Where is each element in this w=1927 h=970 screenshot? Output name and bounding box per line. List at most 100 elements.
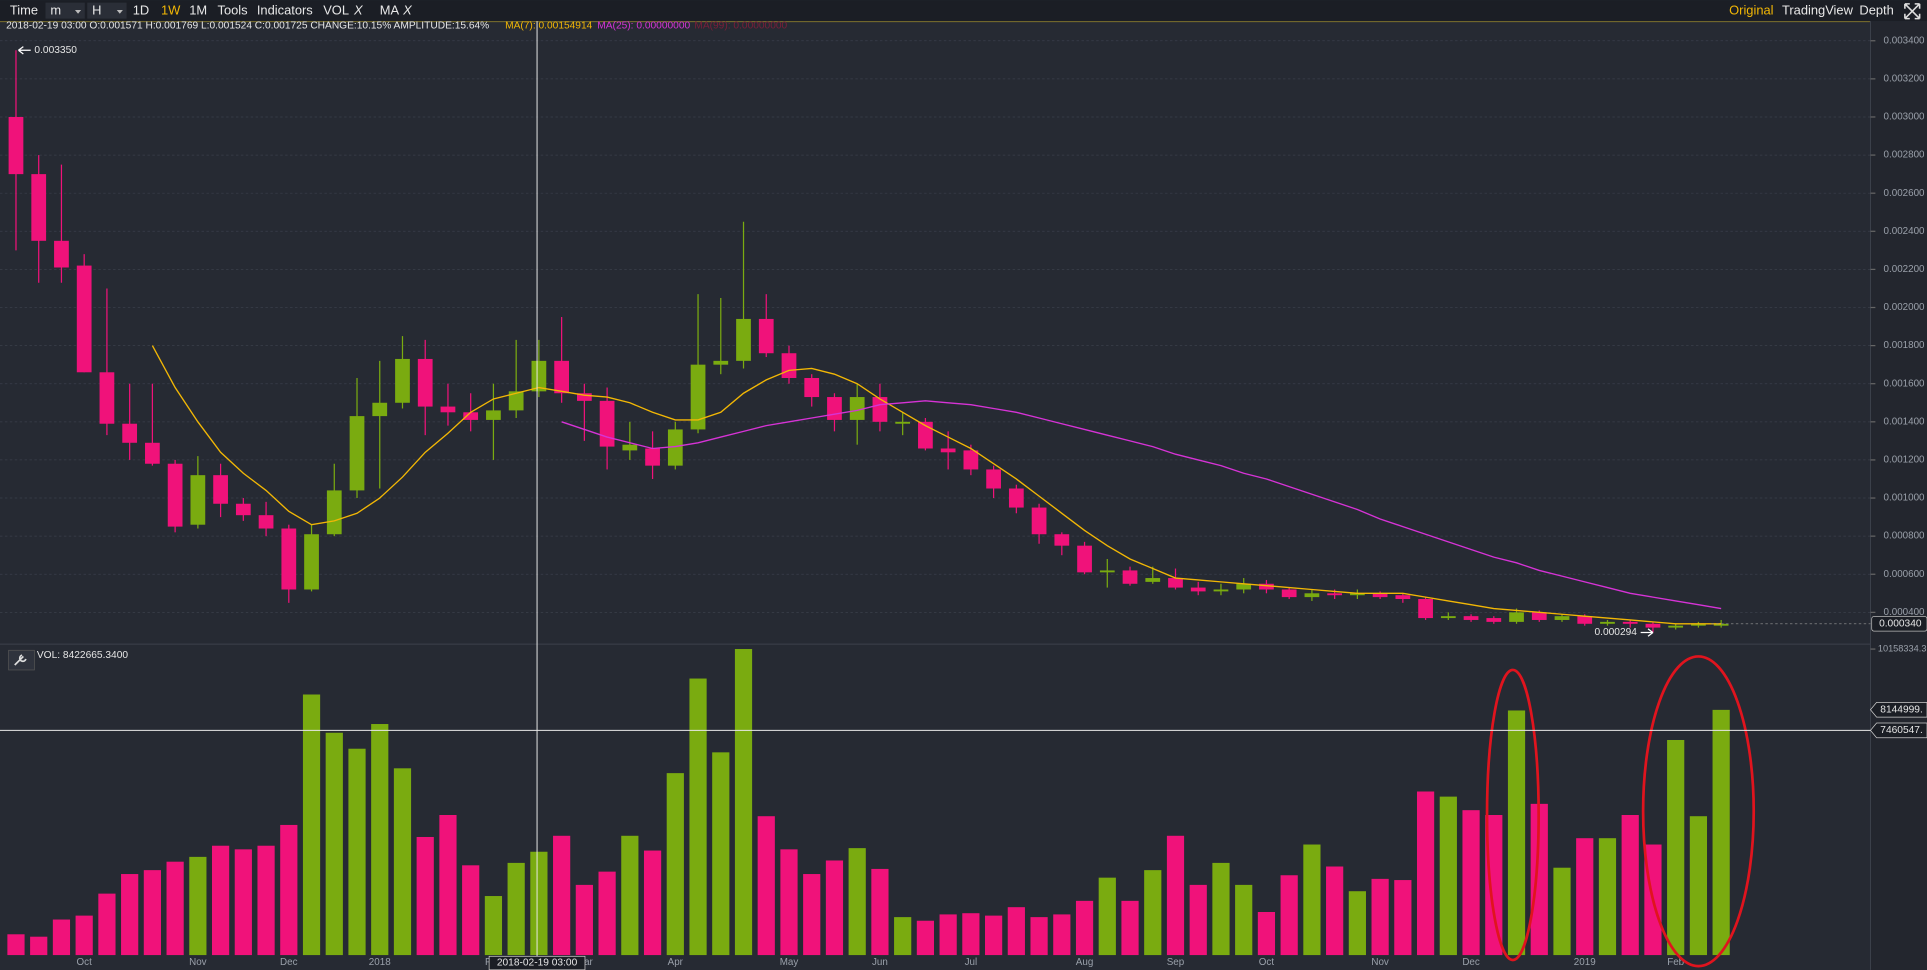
fullscreen-button[interactable] bbox=[1904, 3, 1921, 20]
tools-button[interactable]: Tools bbox=[218, 3, 248, 18]
volume-bar bbox=[1462, 810, 1480, 956]
volume-bar bbox=[52, 919, 71, 956]
depth-tab[interactable]: Depth bbox=[1859, 3, 1893, 18]
interval-button[interactable]: 1M bbox=[189, 3, 207, 18]
ohlc-info: 2018-02-19 03:00 O:0.001571 H:0.001769 L… bbox=[6, 21, 489, 32]
price-panel: 0.000400 0.000600 0.000800 0.001000 0.001200… bbox=[0, 35, 1925, 968]
volume-bar bbox=[1326, 866, 1344, 956]
candle-body bbox=[1327, 593, 1343, 596]
candle-body bbox=[1350, 593, 1365, 596]
x-tick-label: Jul bbox=[965, 957, 978, 968]
hour-select[interactable] bbox=[87, 2, 127, 19]
volume-badge-label: 8144999. bbox=[1880, 704, 1923, 715]
candle-body bbox=[417, 358, 433, 407]
volume-bar bbox=[98, 893, 116, 956]
volume-bar bbox=[553, 835, 571, 956]
ma7-info: MA(7): 0.00154914 bbox=[505, 21, 593, 32]
volume-bar bbox=[1121, 900, 1139, 956]
candle-body bbox=[1554, 616, 1570, 620]
interval-button-active[interactable]: 1W bbox=[161, 3, 181, 18]
remove-vol[interactable]: X bbox=[353, 3, 363, 18]
candle-body bbox=[849, 397, 865, 420]
candle-body bbox=[1372, 593, 1388, 598]
volume-bar bbox=[1553, 867, 1571, 956]
ma-indicator[interactable]: MA bbox=[380, 3, 400, 18]
volume-bar bbox=[348, 748, 366, 956]
interval-button[interactable]: 1D bbox=[133, 3, 149, 18]
candle-body bbox=[918, 421, 933, 449]
volume-bar bbox=[166, 861, 184, 956]
volume-bar bbox=[530, 851, 548, 956]
minute-select[interactable] bbox=[45, 2, 85, 19]
candle-body bbox=[667, 429, 683, 466]
indicators-button[interactable]: Indicators bbox=[257, 3, 313, 18]
time-button[interactable]: Time bbox=[10, 3, 38, 18]
candle-body bbox=[1168, 578, 1183, 588]
y-tick-label: 0.002600 bbox=[1884, 188, 1926, 199]
candle-body bbox=[872, 397, 888, 422]
candle-body bbox=[1486, 618, 1502, 622]
remove-ma[interactable]: X bbox=[402, 3, 412, 18]
min-arrow bbox=[1640, 628, 1654, 637]
volume-bar bbox=[1371, 878, 1389, 956]
x-tick-label: Sep bbox=[1167, 957, 1185, 968]
candle-body bbox=[1099, 570, 1115, 573]
hour-select-label[interactable]: H bbox=[92, 3, 101, 18]
volume-bar bbox=[393, 768, 412, 956]
candle-body bbox=[1259, 583, 1274, 590]
volume-bar bbox=[962, 913, 980, 956]
min-label: 0.000294 bbox=[1594, 627, 1637, 638]
volume-bar bbox=[1621, 814, 1639, 956]
wrench-icon bbox=[14, 654, 27, 666]
volume-bar bbox=[371, 724, 389, 956]
volume-bar bbox=[1507, 710, 1526, 956]
candle-body bbox=[576, 393, 592, 401]
candle-body bbox=[1577, 616, 1593, 624]
candle-body bbox=[54, 240, 69, 268]
candle-body bbox=[1600, 621, 1615, 624]
candle-body bbox=[713, 360, 729, 365]
volume-bar bbox=[507, 862, 525, 956]
tradingview-tab[interactable]: TradingView bbox=[1782, 3, 1854, 18]
candle-body bbox=[1122, 570, 1138, 584]
candle-body bbox=[395, 358, 410, 403]
volume-bar bbox=[1235, 884, 1253, 956]
y-tick-label: 0.003000 bbox=[1884, 112, 1926, 123]
candle-body bbox=[804, 377, 820, 398]
volume-bar bbox=[780, 849, 798, 956]
candle-body bbox=[190, 475, 206, 525]
candle-body bbox=[622, 444, 638, 451]
volume-bar bbox=[1394, 880, 1412, 956]
volume-bar bbox=[1030, 917, 1048, 956]
candle-body bbox=[122, 423, 138, 443]
candle-body bbox=[8, 116, 24, 175]
last-price-label: 0.000340 bbox=[1879, 618, 1922, 629]
candle-body bbox=[1190, 587, 1206, 592]
candle-body bbox=[167, 463, 183, 527]
volume-bar bbox=[1712, 709, 1730, 956]
candle-body bbox=[986, 469, 1001, 489]
y-tick-label: 0.001600 bbox=[1884, 378, 1926, 389]
candle-body bbox=[1463, 616, 1479, 620]
y-tick-label: 0.003400 bbox=[1884, 35, 1926, 46]
minute-select-label[interactable]: m bbox=[50, 3, 61, 18]
candle-body bbox=[372, 402, 388, 417]
volume-bar bbox=[234, 849, 252, 956]
candle-body bbox=[281, 528, 297, 590]
original-view-tab[interactable]: Original bbox=[1729, 3, 1773, 18]
candle-body bbox=[1713, 623, 1729, 626]
volume-bar bbox=[916, 920, 935, 956]
volume-bar bbox=[1485, 814, 1503, 956]
volume-bar bbox=[1530, 803, 1548, 956]
volume-bar bbox=[30, 936, 48, 956]
volume-bar bbox=[416, 836, 434, 956]
volume-bar bbox=[325, 732, 343, 956]
volume-bar bbox=[1189, 884, 1207, 956]
volume-bar bbox=[848, 848, 866, 956]
vol-indicator[interactable]: VOL bbox=[323, 3, 349, 18]
x-tick-label: Dec bbox=[1462, 957, 1480, 968]
candle-body bbox=[1236, 583, 1252, 590]
candle-body bbox=[440, 406, 456, 413]
candle-body bbox=[1077, 545, 1092, 573]
ma25-info: MA(25): 0.00000000 bbox=[597, 21, 690, 32]
